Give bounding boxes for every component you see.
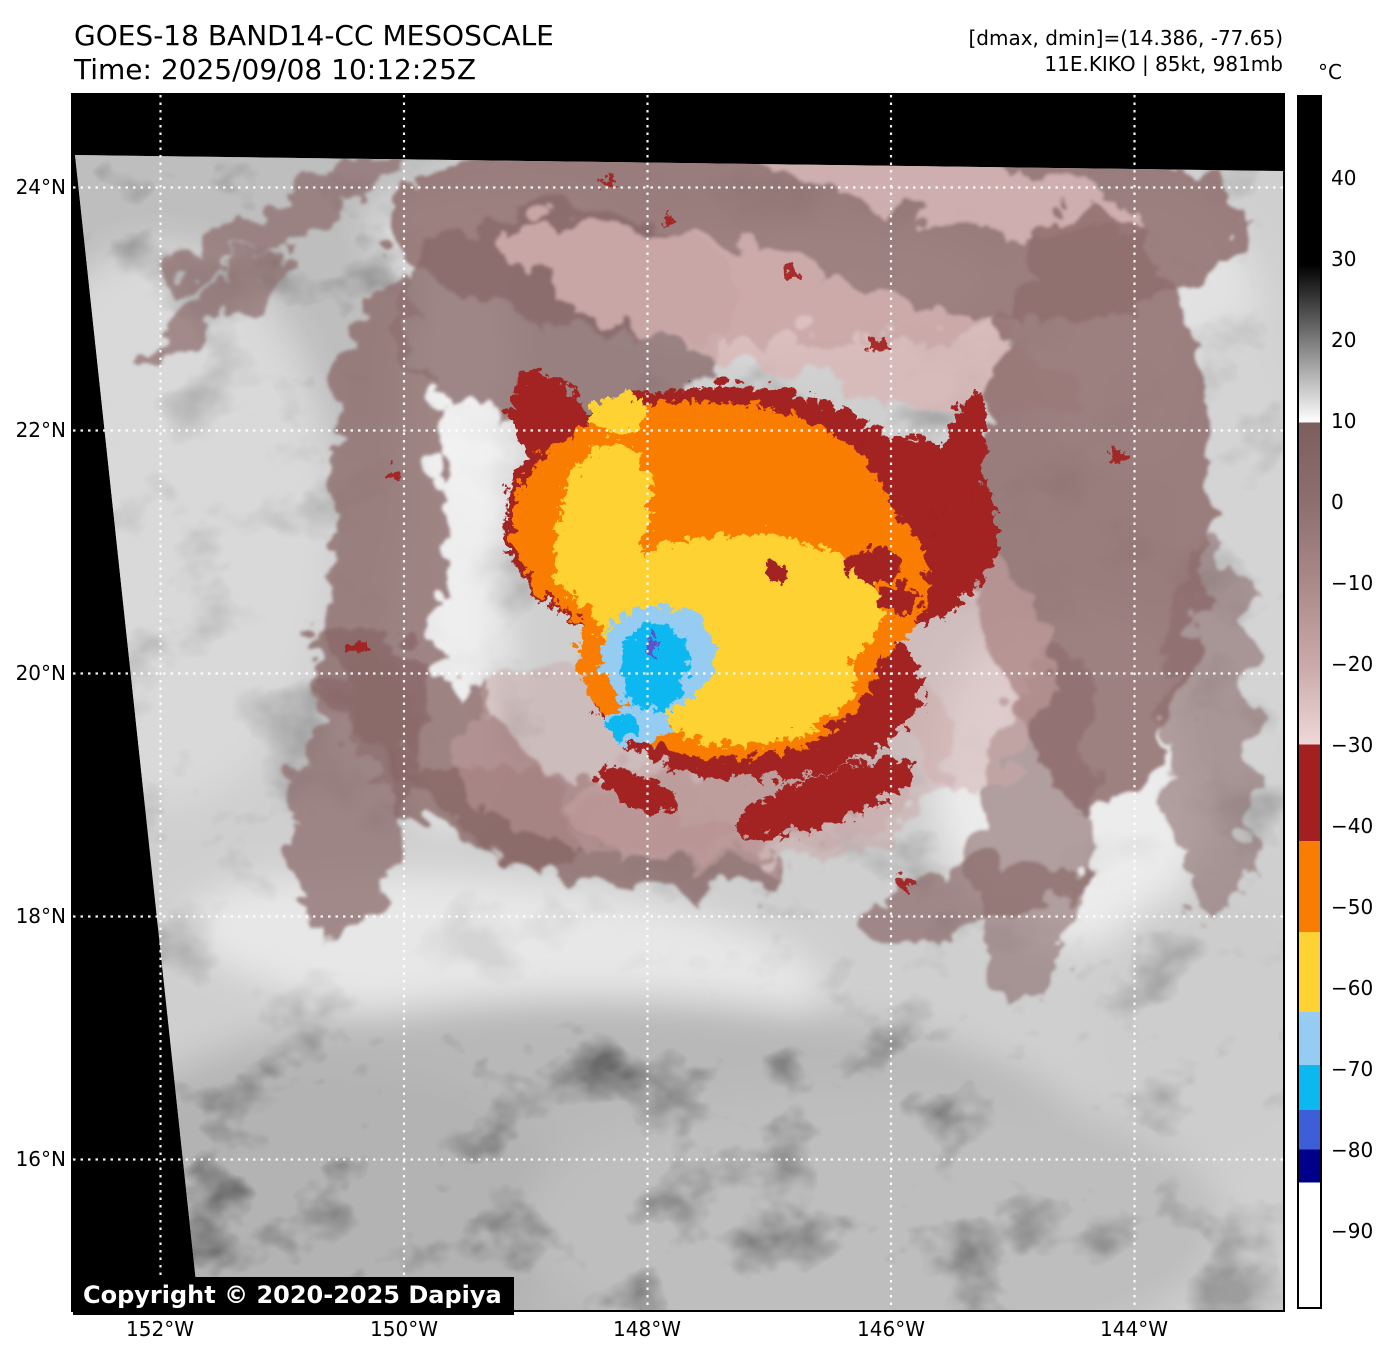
colorbar-tick-m60: −60: [1331, 976, 1374, 1000]
lon-label-146w: 146°W: [857, 1317, 925, 1341]
colorbar-tick-20: 20: [1331, 328, 1357, 352]
colorbar-tick-10: 10: [1331, 409, 1357, 433]
colorbar-tick-m90: −90: [1331, 1219, 1374, 1243]
lat-label-18n: 18°N: [15, 904, 66, 928]
lat-label-16n: 16°N: [15, 1147, 66, 1171]
storm-info-note: 11E.KIKO | 85kt, 981mb: [1044, 52, 1283, 76]
colorbar-tick-m80: −80: [1331, 1138, 1374, 1162]
page-title: GOES-18 BAND14-CC MESOSCALE: [74, 19, 554, 52]
colorbar-unit: °C: [1318, 60, 1342, 84]
graticule: [73, 95, 1283, 1310]
storm-core: [345, 175, 1121, 886]
lat-label-20n: 20°N: [15, 661, 66, 685]
colorbar-tick-m40: −40: [1331, 814, 1374, 838]
colorbar-tick-30: 30: [1331, 247, 1357, 271]
copyright-badge: Copyright © 2020-2025 Dapiya: [73, 1277, 514, 1315]
satellite-map: Copyright © 2020-2025 Dapiya: [71, 93, 1285, 1315]
colorbar-tick-m20: −20: [1331, 652, 1374, 676]
cloud-scene: [75, 155, 1283, 1310]
lat-label-24n: 24°N: [15, 175, 66, 199]
colorbar-tick-m30: −30: [1331, 733, 1374, 757]
lon-label-150w: 150°W: [370, 1317, 438, 1341]
lat-label-22n: 22°N: [15, 418, 66, 442]
dmax-dmin-note: [dmax, dmin]=(14.386, -77.65): [968, 26, 1283, 50]
timestamp: Time: 2025/09/08 10:12:25Z: [74, 53, 477, 86]
colorbar-gradient: [1297, 95, 1322, 1309]
colorbar-tick-m10: −10: [1331, 571, 1374, 595]
colorbar-tick-0: 0: [1331, 490, 1344, 514]
lon-label-148w: 148°W: [613, 1317, 681, 1341]
colorbar-tick-m50: −50: [1331, 895, 1374, 919]
lon-label-144w: 144°W: [1100, 1317, 1168, 1341]
lon-label-152w: 152°W: [126, 1317, 194, 1341]
satellite-image: [73, 95, 1283, 1310]
colorbar-tick-m70: −70: [1331, 1057, 1374, 1081]
colorbar-tick-40: 40: [1331, 166, 1357, 190]
